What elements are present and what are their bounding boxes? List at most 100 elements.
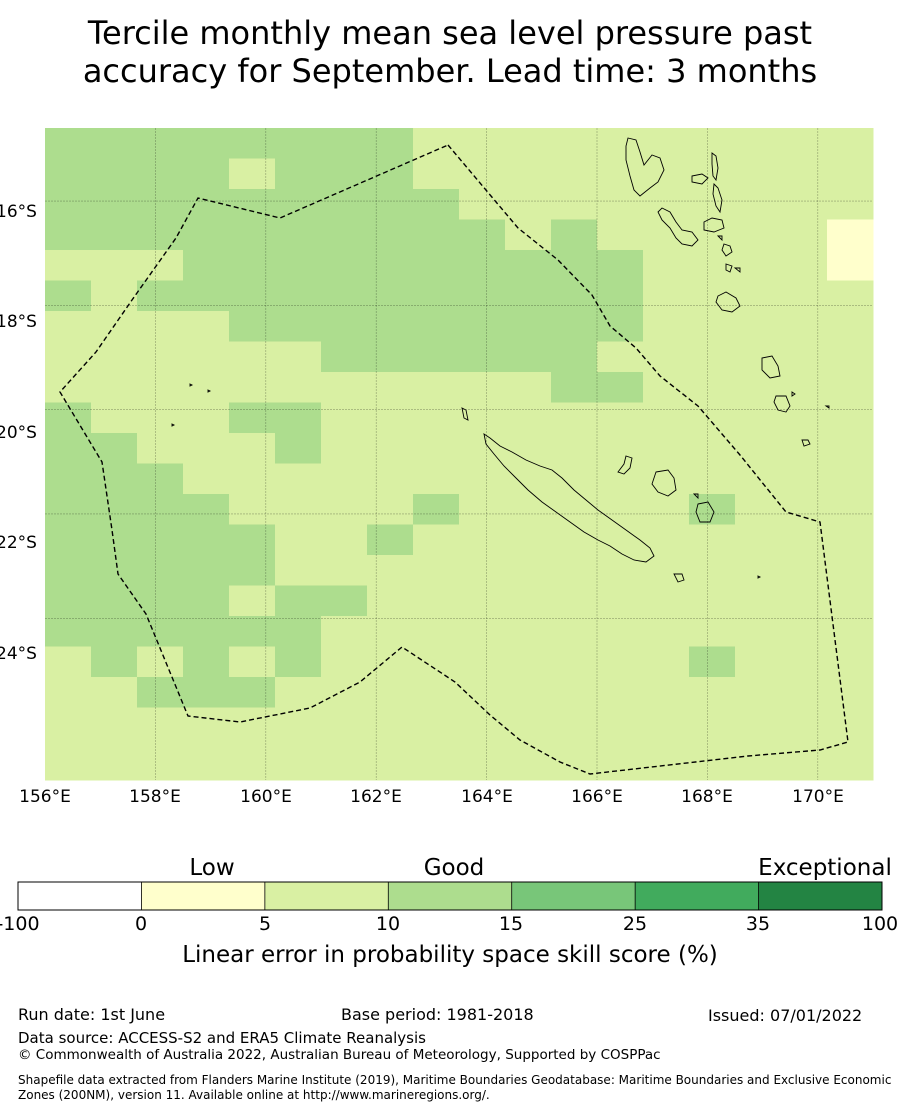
grid-cell — [597, 341, 644, 373]
grid-cell — [551, 250, 598, 281]
grid-cell — [45, 341, 92, 373]
grid-cell — [643, 128, 690, 159]
grid-cell — [321, 738, 368, 769]
grid-cell — [275, 524, 322, 556]
grid-cell — [321, 280, 368, 312]
grid-cell — [367, 524, 414, 556]
grid-cell — [367, 768, 414, 781]
grid-cell — [183, 463, 230, 495]
grid-cell — [643, 158, 690, 190]
grid-cell — [597, 433, 644, 464]
grid-cell — [367, 341, 414, 373]
grid-cell — [781, 372, 828, 403]
grid-cell — [551, 646, 598, 678]
grid-cell — [597, 707, 644, 739]
grid-cell — [367, 128, 414, 159]
grid-cell — [183, 158, 230, 190]
grid-cell — [275, 189, 322, 220]
grid-cell — [459, 524, 506, 556]
grid-cell — [413, 463, 460, 495]
grid-cell — [229, 585, 276, 617]
colorbar-segment — [758, 882, 882, 910]
grid-cell — [413, 738, 460, 769]
grid-cell — [459, 128, 506, 159]
grid-cell — [827, 189, 874, 220]
grid-cell — [735, 128, 782, 159]
grid-cell — [735, 250, 782, 281]
island-erromango — [761, 355, 781, 379]
grid-cell — [643, 738, 690, 769]
grid-cell — [45, 738, 92, 769]
grid-cell — [551, 616, 598, 647]
grid-cell — [505, 372, 552, 403]
grid-cell — [827, 402, 874, 434]
grid-cell — [781, 219, 828, 251]
grid-cell — [275, 677, 322, 708]
grid-cell — [45, 158, 92, 190]
grid-cell — [597, 128, 644, 159]
grid-cell — [367, 707, 414, 739]
grid-cell — [137, 372, 184, 403]
grid-cell — [183, 402, 230, 434]
grid-cell — [551, 189, 598, 220]
grid-cell — [735, 433, 782, 464]
grid-cell — [321, 463, 368, 495]
grid-cell — [367, 250, 414, 281]
grid-cell — [459, 189, 506, 220]
grid-cell — [137, 189, 184, 220]
grid-cell — [505, 738, 552, 769]
grid-cell — [459, 463, 506, 495]
cbar-tick-3: 10 — [375, 913, 401, 935]
grid-cell — [505, 463, 552, 495]
colorbar-segment — [635, 882, 759, 910]
island-ouvea — [617, 455, 633, 475]
lon-tick-168: 168°E — [681, 787, 733, 807]
grid-cell — [551, 158, 598, 190]
grid-cell — [505, 341, 552, 373]
grid-cell — [229, 311, 276, 342]
grid-cell — [459, 616, 506, 647]
grid-cell — [459, 402, 506, 434]
grid-cell — [275, 646, 322, 678]
grid-cell — [183, 311, 230, 342]
grid-cell — [183, 372, 230, 403]
grid-cell — [459, 341, 506, 373]
lat-tick-16s: 16°S — [0, 202, 37, 222]
island-espiritu-santo — [625, 137, 665, 197]
island-epi — [721, 243, 733, 257]
lon-tick-170: 170°E — [792, 787, 844, 807]
grid-cell — [321, 585, 368, 617]
grid-cell — [321, 433, 368, 464]
grid-cell — [183, 677, 230, 708]
grid-cell — [275, 616, 322, 647]
grid-cell — [413, 616, 460, 647]
grid-cell — [643, 433, 690, 464]
grid-cell — [735, 707, 782, 739]
grid-cell — [459, 250, 506, 281]
grid-cell — [643, 494, 690, 525]
base-period: Base period: 1981-2018 — [341, 1005, 534, 1024]
grid-cell — [45, 616, 92, 647]
grid-cell — [45, 402, 92, 434]
grid-cell — [643, 646, 690, 678]
grid-cell — [91, 555, 138, 586]
grid-cell — [183, 738, 230, 769]
grid-cell — [229, 555, 276, 586]
grid-cell — [367, 677, 414, 708]
colorbar-frame — [17, 881, 883, 911]
grid-cell — [45, 494, 92, 525]
grid-cell — [551, 128, 598, 159]
grid-cell — [45, 372, 92, 403]
grid-cell — [551, 738, 598, 769]
grid-cell — [229, 219, 276, 251]
grid-cell — [45, 280, 92, 312]
grid-cell — [137, 128, 184, 159]
grid-cell — [45, 677, 92, 708]
grid-cell — [413, 677, 460, 708]
lon-tick-166: 166°E — [571, 787, 623, 807]
grid-cell — [229, 707, 276, 739]
grid-cell — [551, 372, 598, 403]
grid-cell — [827, 646, 874, 678]
grid-cell — [91, 158, 138, 190]
grid-cell — [137, 616, 184, 647]
